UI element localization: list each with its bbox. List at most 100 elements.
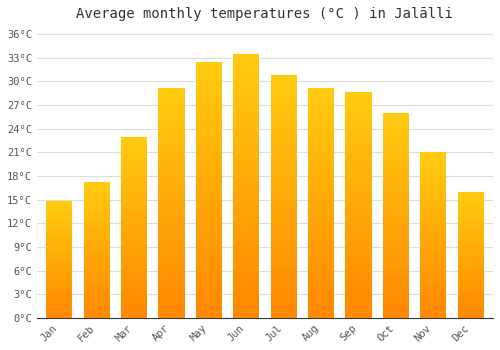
Bar [121, 191, 147, 193]
Bar [458, 253, 483, 255]
Bar [121, 149, 147, 151]
Bar [346, 248, 372, 250]
Bar [158, 177, 184, 180]
Bar [196, 254, 222, 257]
Bar [84, 201, 110, 202]
Bar [270, 279, 296, 281]
Bar [46, 281, 72, 282]
Bar [158, 221, 184, 224]
Bar [382, 123, 409, 125]
Bar [233, 141, 260, 144]
Bar [121, 218, 147, 220]
Bar [308, 267, 334, 270]
Bar [84, 229, 110, 231]
Bar [420, 298, 446, 300]
Bar [308, 290, 334, 293]
Bar [158, 132, 184, 134]
Bar [121, 216, 147, 218]
Bar [458, 313, 483, 314]
Bar [84, 191, 110, 193]
Bar [196, 116, 222, 118]
Bar [158, 300, 184, 302]
Bar [233, 165, 260, 167]
Bar [233, 218, 260, 220]
Bar [84, 221, 110, 223]
Bar [46, 209, 72, 211]
Bar [270, 281, 296, 284]
Bar [46, 221, 72, 222]
Bar [121, 213, 147, 215]
Bar [420, 310, 446, 311]
Bar [308, 134, 334, 136]
Bar [458, 241, 483, 242]
Bar [46, 240, 72, 241]
Bar [233, 270, 260, 273]
Bar [382, 252, 409, 254]
Bar [308, 196, 334, 198]
Bar [346, 166, 372, 169]
Bar [346, 243, 372, 245]
Bar [46, 247, 72, 248]
Bar [158, 293, 184, 295]
Bar [84, 300, 110, 301]
Bar [158, 270, 184, 272]
Bar [270, 136, 296, 138]
Bar [196, 108, 222, 110]
Bar [270, 189, 296, 192]
Bar [46, 271, 72, 272]
Bar [270, 308, 296, 310]
Bar [158, 111, 184, 113]
Bar [270, 167, 296, 170]
Bar [196, 193, 222, 195]
Bar [84, 228, 110, 229]
Bar [84, 240, 110, 241]
Bar [121, 182, 147, 184]
Bar [308, 270, 334, 272]
Bar [458, 309, 483, 310]
Bar [308, 122, 334, 125]
Bar [121, 307, 147, 309]
Bar [346, 288, 372, 291]
Bar [458, 238, 483, 240]
Bar [382, 144, 409, 146]
Bar [346, 189, 372, 191]
Bar [84, 308, 110, 310]
Bar [420, 184, 446, 186]
Bar [84, 261, 110, 262]
Bar [233, 215, 260, 218]
Bar [346, 295, 372, 298]
Bar [84, 272, 110, 273]
Bar [158, 182, 184, 184]
Bar [270, 296, 296, 299]
Bar [346, 135, 372, 137]
Bar [233, 191, 260, 194]
Bar [233, 138, 260, 141]
Bar [346, 123, 372, 126]
Bar [458, 293, 483, 294]
Bar [308, 260, 334, 262]
Bar [233, 294, 260, 297]
Bar [382, 254, 409, 257]
Bar [382, 115, 409, 117]
Bar [121, 142, 147, 144]
Bar [458, 251, 483, 252]
Bar [382, 299, 409, 301]
Bar [121, 242, 147, 244]
Bar [308, 214, 334, 217]
Bar [420, 257, 446, 258]
Bar [270, 112, 296, 114]
Bar [382, 133, 409, 135]
Bar [346, 112, 372, 114]
Bar [382, 207, 409, 209]
Bar [308, 228, 334, 230]
Bar [382, 189, 409, 191]
Bar [121, 138, 147, 140]
Bar [270, 216, 296, 218]
Bar [196, 174, 222, 177]
Bar [458, 247, 483, 248]
Bar [233, 231, 260, 233]
Bar [158, 194, 184, 196]
Bar [84, 270, 110, 272]
Bar [308, 194, 334, 196]
Bar [270, 160, 296, 162]
